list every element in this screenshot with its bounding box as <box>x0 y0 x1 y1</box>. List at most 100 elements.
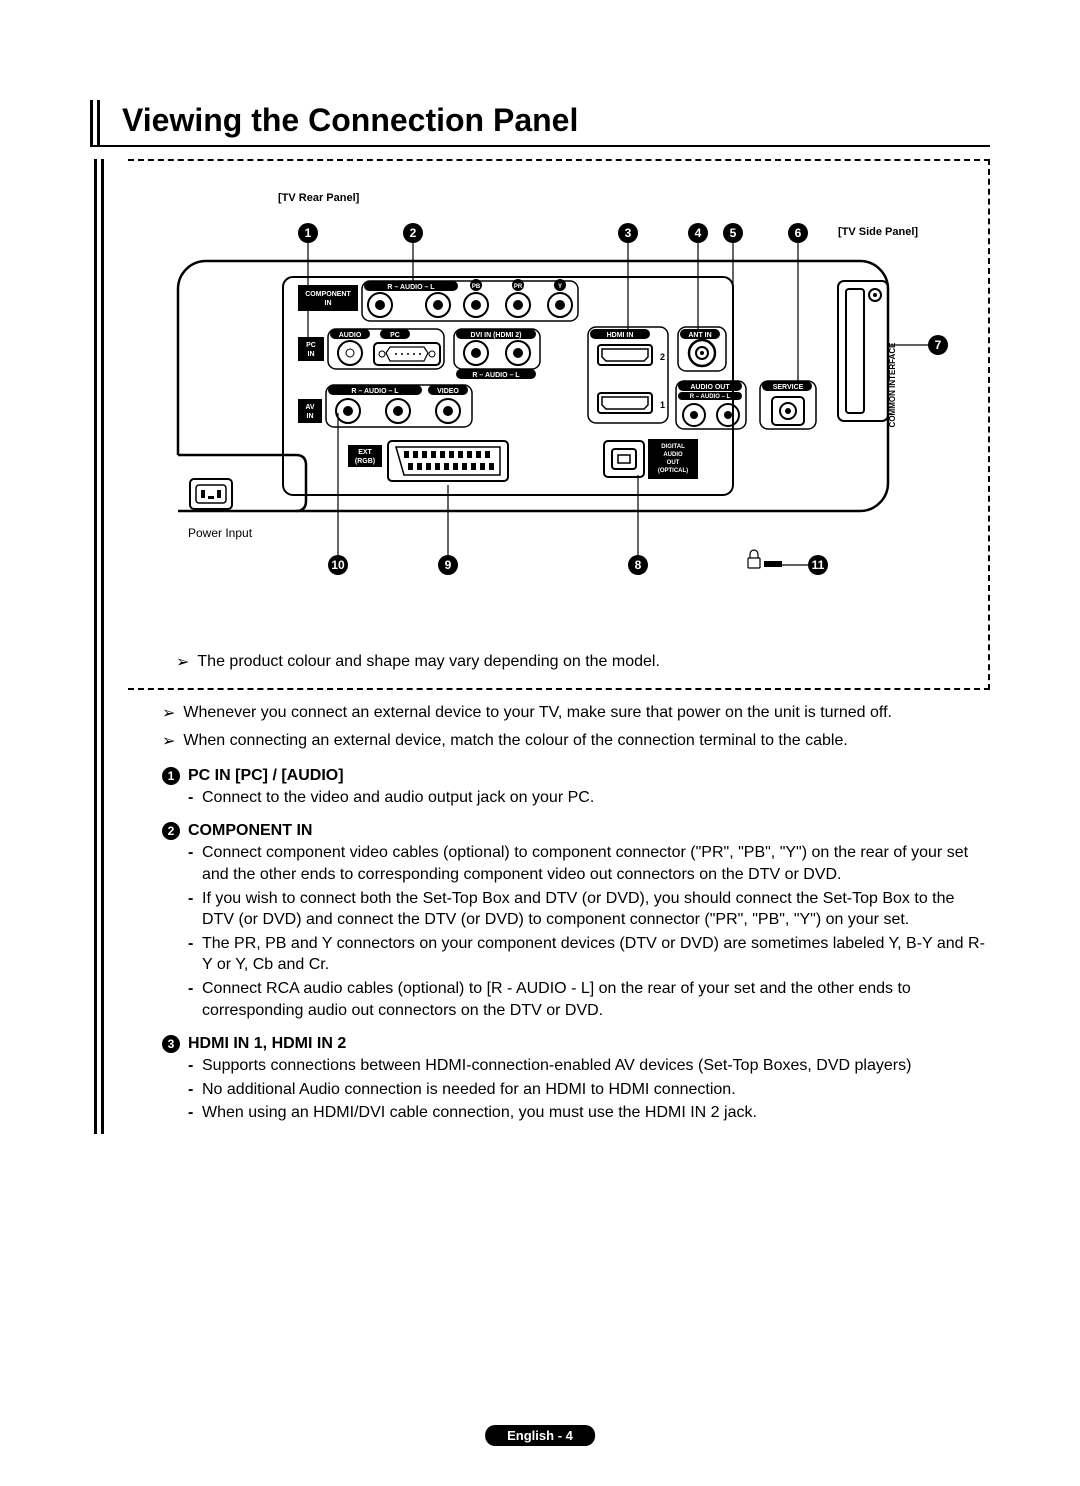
note-arrow-icon: ➢ <box>176 652 189 674</box>
title-accent-bar <box>90 100 108 145</box>
note-1: ➢ Whenever you connect an external devic… <box>162 702 990 725</box>
svg-text:AV: AV <box>305 404 315 411</box>
svg-text:10: 10 <box>331 558 345 572</box>
section-1: 1 PC IN [PC] / [AUDIO] Connect to the vi… <box>162 767 990 809</box>
svg-text:ANT IN: ANT IN <box>688 332 711 339</box>
svg-text:PR: PR <box>514 284 523 290</box>
svg-text:HDMI IN: HDMI IN <box>607 332 634 339</box>
general-notes: ➢ Whenever you connect an external devic… <box>128 702 990 753</box>
component-in-group: COMPONENT IN R – AUDIO – L PB PR Y <box>298 279 578 321</box>
svg-text:IN: IN <box>307 413 314 420</box>
content-wrap: [TV Rear Panel] [TV Side Panel] 1 2 3 4 … <box>90 159 990 1134</box>
section-2-num: 2 <box>162 822 180 840</box>
svg-text:PB: PB <box>472 284 481 290</box>
hdmi-in-group: HDMI IN 2 1 <box>588 327 668 423</box>
note-arrow-icon: ➢ <box>162 731 175 753</box>
svg-text:1: 1 <box>305 226 312 240</box>
digital-audio-out-group: DIGITAL AUDIO OUT (OPTICAL) <box>604 439 698 479</box>
svg-text:8: 8 <box>635 558 642 572</box>
svg-text:VIDEO: VIDEO <box>437 388 459 395</box>
list-item: No additional Audio connection is needed… <box>188 1079 990 1101</box>
note-arrow-icon: ➢ <box>162 703 175 725</box>
list-item: The PR, PB and Y connectors on your comp… <box>188 933 990 976</box>
left-accent-rail <box>90 159 108 1134</box>
callout-4: 4 <box>688 223 708 335</box>
note-1-text: Whenever you connect an external device … <box>183 702 892 724</box>
svg-text:IN: IN <box>308 351 315 358</box>
diagram-container: [TV Rear Panel] [TV Side Panel] 1 2 3 4 … <box>128 159 990 690</box>
svg-text:R – AUDIO – L: R – AUDIO – L <box>690 394 731 400</box>
title-row: Viewing the Connection Panel <box>90 100 990 147</box>
svg-text:4: 4 <box>695 226 702 240</box>
svg-text:9: 9 <box>445 558 452 572</box>
common-interface-group: COMMON INTERFACE <box>838 281 897 427</box>
side-panel-label: [TV Side Panel] <box>838 226 918 238</box>
svg-text:AUDIO: AUDIO <box>663 452 683 458</box>
svg-text:EXT: EXT <box>358 449 372 456</box>
service-port-group: SERVICE <box>760 381 816 429</box>
svg-text:AUDIO: AUDIO <box>339 332 362 339</box>
callout-9: 9 <box>438 485 458 575</box>
section-1-num: 1 <box>162 767 180 785</box>
note-2-text: When connecting an external device, matc… <box>183 730 847 752</box>
svg-text:5: 5 <box>730 226 737 240</box>
svg-text:R – AUDIO – L: R – AUDIO – L <box>351 388 399 395</box>
diagram-note: ➢ The product colour and shape may vary … <box>176 651 974 674</box>
svg-text:DIGITAL: DIGITAL <box>661 444 685 450</box>
ext-rgb-group: EXT (RGB) <box>348 441 508 481</box>
svg-text:11: 11 <box>812 558 825 572</box>
rear-panel-label: [TV Rear Panel] <box>278 192 360 204</box>
list-item: Connect to the video and audio output ja… <box>188 787 990 809</box>
svg-text:R – AUDIO – L: R – AUDIO – L <box>387 284 435 291</box>
section-3-num: 3 <box>162 1035 180 1053</box>
callout-3: 3 <box>618 223 638 339</box>
svg-text:2: 2 <box>410 226 417 240</box>
list-item: Connect component video cables (optional… <box>188 842 990 885</box>
svg-text:(RGB): (RGB) <box>355 458 375 465</box>
audio-out-group: AUDIO OUT R – AUDIO – L <box>676 381 746 429</box>
dvi-in-group: DVI IN (HDMI 2) R – AUDIO – L <box>454 329 540 379</box>
sections: 1 PC IN [PC] / [AUDIO] Connect to the vi… <box>128 767 990 1124</box>
list-item: Connect RCA audio cables (optional) to [… <box>188 978 990 1021</box>
content-column: [TV Rear Panel] [TV Side Panel] 1 2 3 4 … <box>108 159 990 1134</box>
svg-text:PC: PC <box>306 342 316 349</box>
svg-text:DVI IN (HDMI 2): DVI IN (HDMI 2) <box>471 332 522 339</box>
svg-text:COMPONENT: COMPONENT <box>305 291 351 298</box>
callout-2: 2 <box>403 223 423 281</box>
svg-text:SERVICE: SERVICE <box>773 384 804 391</box>
ant-in-group: ANT IN <box>678 327 726 371</box>
section-3: 3 HDMI IN 1, HDMI IN 2 Supports connecti… <box>162 1035 990 1124</box>
svg-text:Y: Y <box>558 284 562 290</box>
callout-7: 7 <box>888 335 948 355</box>
callout-1: 1 <box>298 223 318 339</box>
list-item: When using an HDMI/DVI cable connection,… <box>188 1102 990 1124</box>
svg-text:2: 2 <box>660 352 665 362</box>
list-item: If you wish to connect both the Set-Top … <box>188 888 990 931</box>
svg-text:(OPTICAL): (OPTICAL) <box>658 468 688 474</box>
svg-text:AUDIO OUT: AUDIO OUT <box>690 384 730 391</box>
section-3-title: HDMI IN 1, HDMI IN 2 <box>188 1035 346 1053</box>
diagram-note-text: The product colour and shape may vary de… <box>197 651 660 673</box>
callout-8: 8 <box>628 475 648 575</box>
section-2: 2 COMPONENT IN Connect component video c… <box>162 822 990 1021</box>
section-1-items: Connect to the video and audio output ja… <box>162 787 990 809</box>
svg-text:R – AUDIO – L: R – AUDIO – L <box>472 372 520 379</box>
svg-text:IN: IN <box>325 300 332 307</box>
section-1-title: PC IN [PC] / [AUDIO] <box>188 767 344 785</box>
svg-text:1: 1 <box>660 400 665 410</box>
svg-text:7: 7 <box>935 338 942 352</box>
page-footer: English - 4 <box>485 1425 595 1446</box>
svg-text:PC: PC <box>390 332 400 339</box>
svg-text:3: 3 <box>625 226 632 240</box>
section-2-items: Connect component video cables (optional… <box>162 842 990 1021</box>
callout-6: 6 <box>788 223 808 381</box>
connection-panel-diagram: [TV Rear Panel] [TV Side Panel] 1 2 3 4 … <box>148 185 968 645</box>
power-input-label: Power Input <box>188 526 253 540</box>
svg-text:OUT: OUT <box>667 460 680 466</box>
page-title: Viewing the Connection Panel <box>122 100 578 145</box>
list-item: Supports connections between HDMI-connec… <box>188 1055 990 1077</box>
pc-in-group: PC IN AUDIO PC <box>298 329 444 369</box>
av-in-group: AV IN R – AUDIO – L VIDEO <box>298 385 472 427</box>
section-2-title: COMPONENT IN <box>188 822 312 840</box>
svg-text:6: 6 <box>795 226 802 240</box>
